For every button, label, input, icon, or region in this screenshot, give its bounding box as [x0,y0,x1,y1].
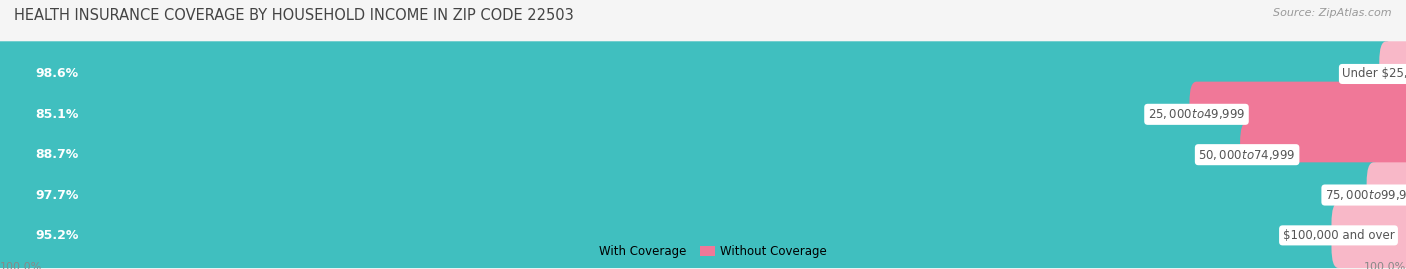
FancyBboxPatch shape [0,134,1406,175]
FancyBboxPatch shape [0,122,1254,187]
FancyBboxPatch shape [0,41,1393,107]
FancyBboxPatch shape [0,54,1406,94]
Text: $25,000 to $49,999: $25,000 to $49,999 [1147,107,1246,121]
Text: $50,000 to $74,999: $50,000 to $74,999 [1198,148,1296,162]
FancyBboxPatch shape [0,203,1346,268]
Text: 100.0%: 100.0% [1364,261,1406,269]
Text: 100.0%: 100.0% [0,261,42,269]
FancyBboxPatch shape [0,215,1406,256]
Text: 98.6%: 98.6% [35,68,79,80]
FancyBboxPatch shape [1189,82,1406,147]
FancyBboxPatch shape [1240,122,1406,187]
Text: 97.7%: 97.7% [35,189,79,201]
Legend: With Coverage, Without Coverage: With Coverage, Without Coverage [574,241,832,263]
Text: $75,000 to $99,999: $75,000 to $99,999 [1324,188,1406,202]
Text: $100,000 and over: $100,000 and over [1282,229,1395,242]
Text: Under $25,000: Under $25,000 [1343,68,1406,80]
FancyBboxPatch shape [0,162,1381,228]
FancyBboxPatch shape [1367,162,1406,228]
Text: 85.1%: 85.1% [35,108,79,121]
FancyBboxPatch shape [1379,41,1406,107]
Text: Source: ZipAtlas.com: Source: ZipAtlas.com [1274,8,1392,18]
Text: 95.2%: 95.2% [35,229,79,242]
FancyBboxPatch shape [0,82,1204,147]
Text: 88.7%: 88.7% [35,148,79,161]
FancyBboxPatch shape [1331,203,1406,268]
Text: HEALTH INSURANCE COVERAGE BY HOUSEHOLD INCOME IN ZIP CODE 22503: HEALTH INSURANCE COVERAGE BY HOUSEHOLD I… [14,8,574,23]
FancyBboxPatch shape [0,94,1406,134]
FancyBboxPatch shape [0,175,1406,215]
